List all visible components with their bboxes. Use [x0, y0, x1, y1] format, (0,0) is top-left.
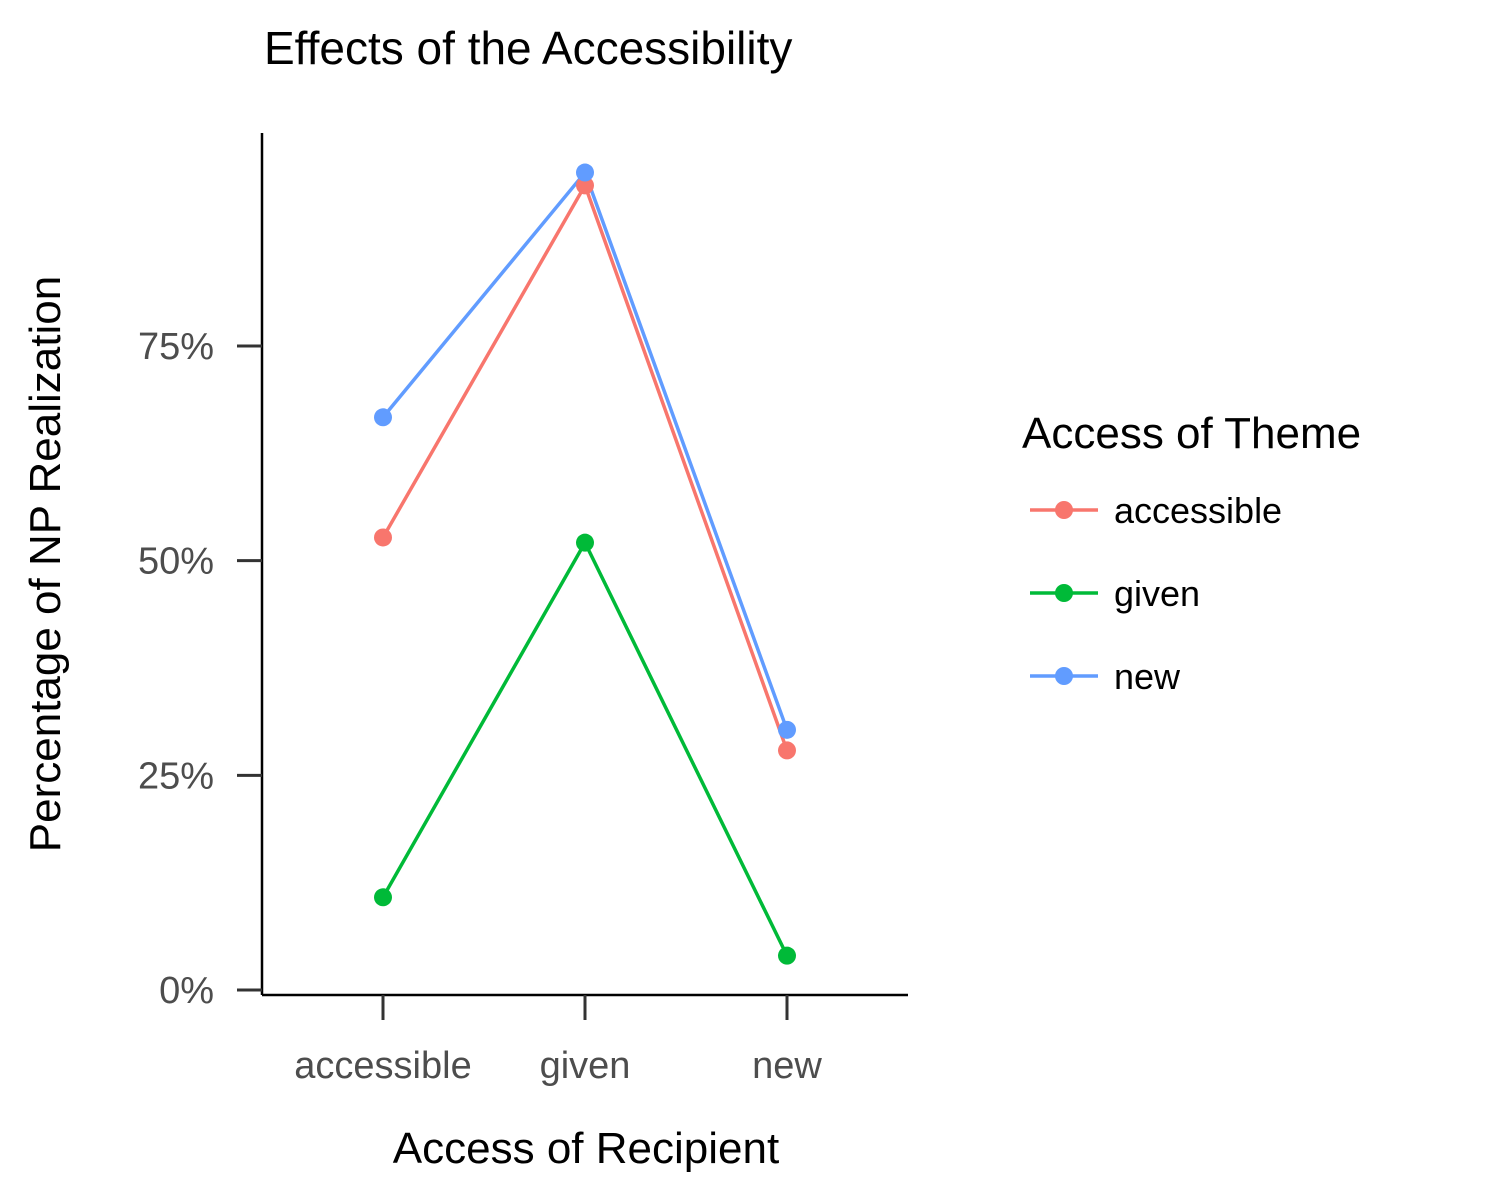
x-tick-label: given [540, 1045, 631, 1087]
data-point-new [778, 720, 796, 739]
data-point-given [778, 946, 796, 965]
x-tick-label: new [752, 1045, 822, 1087]
legend-key-point-new [1055, 667, 1073, 685]
data-point-given [576, 533, 594, 552]
series-line-new [381, 169, 789, 731]
data-point-accessible [374, 528, 392, 547]
series-lines [381, 169, 789, 957]
series-line-accessible [381, 181, 789, 752]
legend-title: Access of Theme [1022, 409, 1361, 458]
legend-key-point-accessible [1055, 501, 1073, 519]
x-axis-ticks: accessible given new [294, 995, 822, 1087]
legend-label-accessible: accessible [1114, 490, 1282, 531]
plot-area: 0% 25% 50% 75% accessible given new [138, 133, 908, 1087]
data-point-accessible [778, 741, 796, 760]
series-points [374, 163, 796, 965]
x-axis-title: Access of Recipient [393, 1124, 779, 1173]
y-tick-label: 0% [159, 970, 214, 1012]
data-point-new [374, 408, 392, 427]
chart-title: Effects of the Accessibility [264, 22, 792, 74]
data-point-new [576, 163, 594, 182]
x-tick-label: accessible [294, 1045, 471, 1087]
legend: Access of Theme accessible given new [1022, 409, 1361, 697]
y-axis-ticks: 0% 25% 50% 75% [138, 326, 262, 1012]
series-line-given [381, 538, 789, 957]
y-tick-label: 25% [138, 755, 214, 797]
legend-key-point-given [1055, 584, 1073, 602]
legend-label-given: given [1114, 573, 1200, 614]
legend-items: accessible given new [1030, 490, 1282, 697]
legend-label-new: new [1114, 656, 1181, 697]
data-point-given [374, 888, 392, 907]
y-axis-title: Percentage of NP Realization [21, 276, 70, 852]
y-tick-label: 75% [138, 326, 214, 368]
y-tick-label: 50% [138, 541, 214, 583]
data-point-accessible [576, 176, 594, 195]
